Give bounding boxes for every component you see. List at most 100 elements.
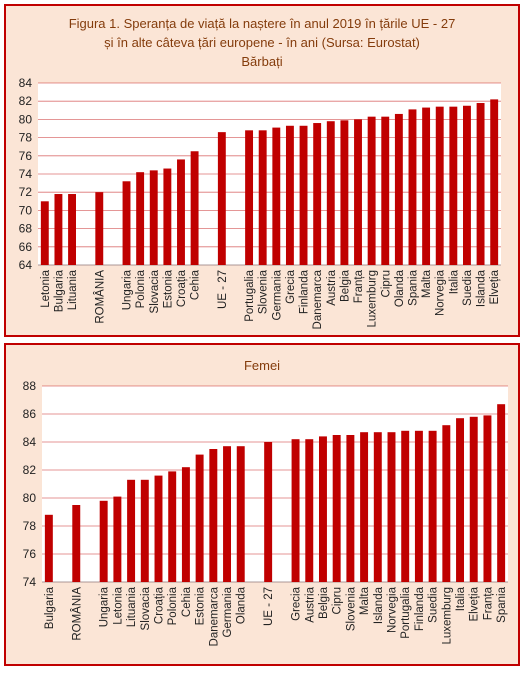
bar xyxy=(401,430,410,582)
bar xyxy=(264,442,273,582)
x-tick-label: Spania xyxy=(496,586,508,622)
bar xyxy=(258,130,267,265)
bar xyxy=(497,404,506,582)
bar xyxy=(354,119,362,266)
x-tick-label: Slovacia xyxy=(140,586,152,630)
x-tick-label: Cipru xyxy=(332,587,344,614)
bar xyxy=(346,435,355,582)
bar xyxy=(177,159,185,265)
chart-panel-femei: Femei 74 76 78 80 82 84 86 88 Bulgaria ROMÂNIA Ung… xyxy=(4,343,520,666)
figure-title-line1: Figura 1. Speranța de viață la naștere î… xyxy=(68,16,456,31)
bar xyxy=(476,103,485,266)
x-tick-label: Belgia xyxy=(318,586,330,619)
y-tick-label: 80 xyxy=(19,112,33,126)
bar xyxy=(209,449,218,582)
bar-chart-barbati: 64 66 68 70 72 74 76 78 80 82 84 Letonia Bulgaria Lit… xyxy=(19,76,502,329)
x-tick-label: Bulgaria xyxy=(53,269,65,312)
bar xyxy=(285,125,294,266)
x-tick-label: Grecia xyxy=(291,586,303,620)
y-tick-label: 64 xyxy=(19,258,33,272)
x-tick-label: Franța xyxy=(482,586,494,620)
y-tick-label: 86 xyxy=(23,407,37,421)
bar xyxy=(223,446,232,582)
bar xyxy=(68,194,76,265)
x-tick-label: Germania xyxy=(271,269,283,320)
x-tick-label: Malta xyxy=(421,269,433,298)
x-tick-label: Olanda xyxy=(394,269,406,307)
x-tick-label: Cehia xyxy=(190,269,202,300)
x-tick-label: Islanda xyxy=(476,269,488,307)
bar xyxy=(435,106,444,265)
y-tick-label: 68 xyxy=(19,222,33,236)
x-tick-label: Polonia xyxy=(135,269,147,308)
x-tick-label: Cehia xyxy=(181,586,193,617)
x-tick-label: Croația xyxy=(154,586,166,624)
y-tick-label: 84 xyxy=(23,435,37,449)
bar-chart-femei: 74 76 78 80 82 84 86 88 Bulgaria ROMÂNIA Ungaria Le… xyxy=(23,379,509,646)
x-tick-label: Italia xyxy=(448,269,460,294)
y-tick-label: 66 xyxy=(19,240,33,254)
x-tick-label: Islanda xyxy=(373,586,385,624)
bar xyxy=(313,123,322,265)
x-tick-label: Danemarca xyxy=(208,586,220,646)
bar xyxy=(326,121,335,265)
bar xyxy=(72,505,81,582)
plot-area xyxy=(42,386,508,582)
bar xyxy=(168,471,177,582)
bar xyxy=(373,432,382,582)
x-tick-label: Finlanda xyxy=(299,269,311,314)
x-tick-label: Elveția xyxy=(489,269,501,304)
x-tick-label: Croația xyxy=(176,269,188,307)
x-tick-label: Germania xyxy=(222,586,234,637)
x-tick-label: Luxemburg xyxy=(441,587,453,645)
x-tick-label: Lituania xyxy=(126,586,138,627)
bar xyxy=(360,432,369,582)
bar xyxy=(291,439,300,582)
bar xyxy=(428,430,437,582)
bar xyxy=(408,109,417,265)
bar xyxy=(217,132,226,265)
x-tick-label: Slovacia xyxy=(149,269,161,313)
bar xyxy=(469,416,478,582)
bar xyxy=(463,105,471,265)
chart-panel-barbati: Figura 1. Speranța de viață la naștere î… xyxy=(4,4,520,337)
y-tick-label: 88 xyxy=(23,379,37,393)
bar xyxy=(122,181,131,265)
bar xyxy=(236,446,245,582)
bar xyxy=(113,496,122,582)
bar xyxy=(99,500,108,582)
x-tick-label: Elveția xyxy=(469,586,481,621)
y-tick-label: 82 xyxy=(19,94,33,108)
bar xyxy=(387,432,396,582)
y-tick-label: 80 xyxy=(23,491,37,505)
x-tick-label: Norvegia xyxy=(387,586,399,633)
x-tick-label: Belgia xyxy=(339,269,351,302)
x-tick-label: Austria xyxy=(304,586,316,622)
y-tick-label: 78 xyxy=(19,131,33,145)
bar xyxy=(163,168,172,265)
x-tick-label: UE - 27 xyxy=(217,270,229,309)
bar xyxy=(195,454,204,582)
x-tick-label: Norvegia xyxy=(435,269,447,316)
bar xyxy=(332,435,341,582)
y-tick-label: 76 xyxy=(23,547,37,561)
y-tick-label: 84 xyxy=(19,76,33,90)
x-tick-label: Lituania xyxy=(67,269,79,310)
chart-title-barbati: Bărbați xyxy=(241,54,283,69)
y-tick-label: 72 xyxy=(19,185,33,199)
x-tick-label: Slovenia xyxy=(345,586,357,631)
x-tick-label: Cipru xyxy=(380,270,392,297)
bar xyxy=(381,116,390,265)
bar xyxy=(95,192,104,265)
x-tick-label: Portugalia xyxy=(400,586,412,638)
bar xyxy=(394,113,403,265)
x-tick-label: Italia xyxy=(455,586,467,611)
bar xyxy=(367,116,376,265)
bar xyxy=(483,415,492,582)
bar xyxy=(190,151,199,265)
y-tick-label: 82 xyxy=(23,463,37,477)
y-tick-label: 78 xyxy=(23,519,37,533)
x-tick-label: Finlanda xyxy=(414,586,426,631)
x-tick-label: ROMÂNIA xyxy=(93,270,106,324)
x-tick-label: Estonia xyxy=(162,269,174,308)
